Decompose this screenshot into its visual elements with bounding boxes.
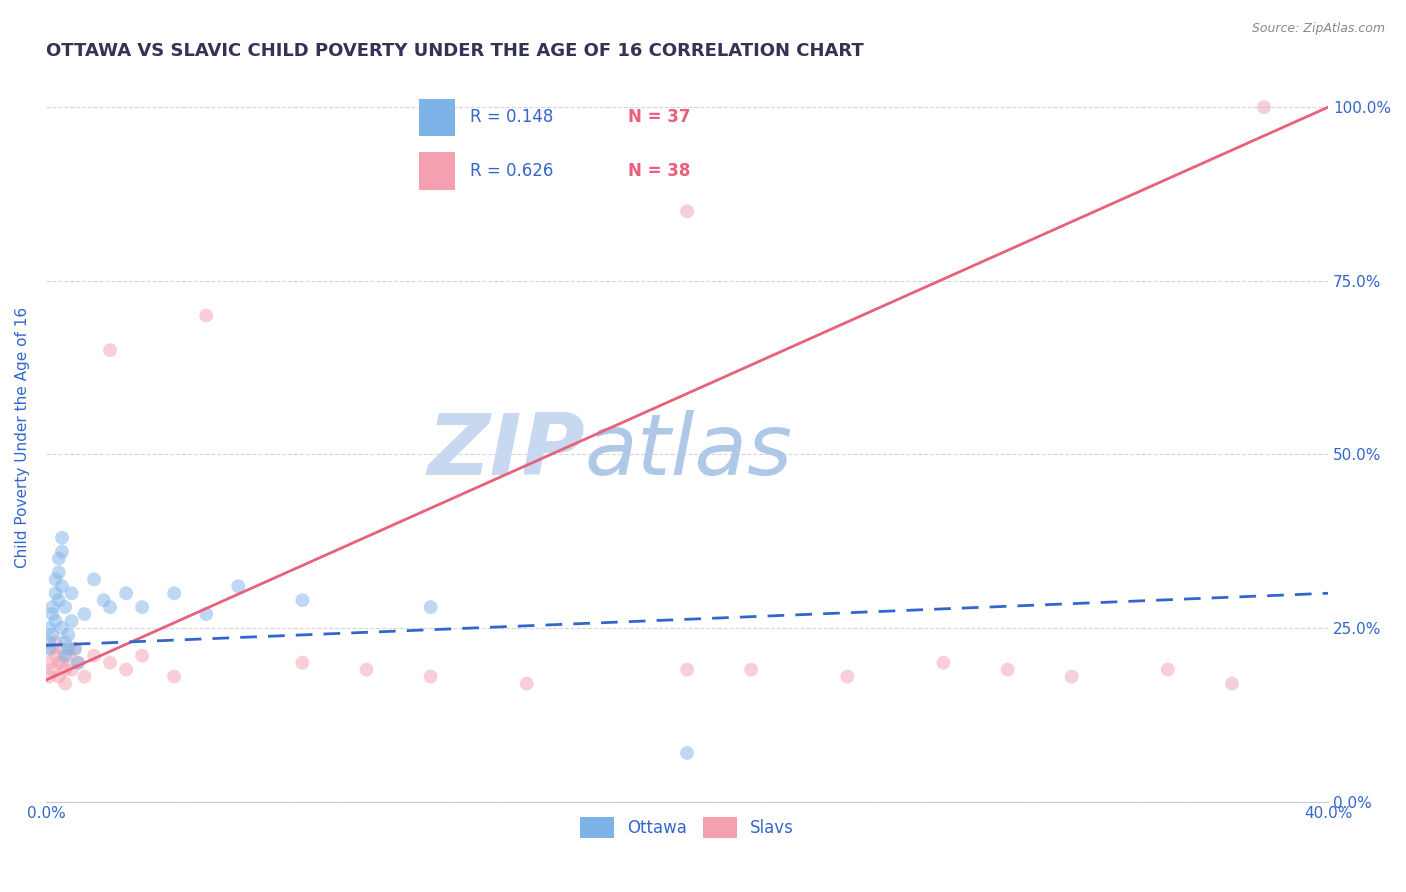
Point bbox=[48, 551, 70, 566]
Y-axis label: Child Poverty Under the Age of 16: Child Poverty Under the Age of 16 bbox=[15, 307, 30, 567]
Point bbox=[419, 669, 441, 683]
Point bbox=[163, 669, 186, 683]
Point bbox=[41, 628, 63, 642]
Point bbox=[837, 669, 859, 683]
Point bbox=[676, 746, 699, 760]
Point bbox=[60, 663, 83, 677]
Point bbox=[1060, 669, 1083, 683]
Point bbox=[676, 663, 699, 677]
Point bbox=[676, 204, 699, 219]
Point bbox=[48, 656, 70, 670]
Point bbox=[41, 607, 63, 621]
Point bbox=[38, 621, 60, 635]
Point bbox=[51, 531, 73, 545]
Point bbox=[1157, 663, 1180, 677]
Point bbox=[53, 648, 76, 663]
Point bbox=[932, 656, 955, 670]
Point bbox=[98, 343, 121, 358]
Point bbox=[291, 656, 314, 670]
Point bbox=[45, 614, 67, 628]
Point bbox=[51, 656, 73, 670]
Point bbox=[38, 669, 60, 683]
Point bbox=[1253, 100, 1275, 114]
Point bbox=[58, 628, 80, 642]
Point bbox=[38, 656, 60, 670]
Point bbox=[516, 676, 538, 690]
Point bbox=[45, 635, 67, 649]
Point bbox=[41, 600, 63, 615]
Point bbox=[83, 648, 105, 663]
Point bbox=[66, 656, 89, 670]
Point bbox=[997, 663, 1019, 677]
Point bbox=[48, 593, 70, 607]
Point bbox=[41, 663, 63, 677]
Point bbox=[83, 573, 105, 587]
Point bbox=[419, 600, 441, 615]
Point bbox=[163, 586, 186, 600]
Point bbox=[115, 586, 138, 600]
Point bbox=[48, 669, 70, 683]
Point bbox=[53, 663, 76, 677]
Point bbox=[115, 663, 138, 677]
Point bbox=[131, 648, 153, 663]
Text: atlas: atlas bbox=[585, 410, 793, 493]
Point bbox=[51, 544, 73, 558]
Point bbox=[63, 641, 86, 656]
Point bbox=[195, 607, 218, 621]
Point bbox=[356, 663, 378, 677]
Point bbox=[45, 573, 67, 587]
Point bbox=[98, 656, 121, 670]
Point bbox=[51, 641, 73, 656]
Point bbox=[1220, 676, 1243, 690]
Point bbox=[66, 656, 89, 670]
Point bbox=[93, 593, 115, 607]
Point bbox=[53, 676, 76, 690]
Legend: Ottawa, Slavs: Ottawa, Slavs bbox=[574, 811, 800, 845]
Point bbox=[53, 635, 76, 649]
Text: Source: ZipAtlas.com: Source: ZipAtlas.com bbox=[1251, 22, 1385, 36]
Point bbox=[51, 621, 73, 635]
Point bbox=[73, 607, 96, 621]
Point bbox=[291, 593, 314, 607]
Point bbox=[131, 600, 153, 615]
Point bbox=[38, 641, 60, 656]
Point bbox=[58, 641, 80, 656]
Point bbox=[63, 641, 86, 656]
Point bbox=[51, 579, 73, 593]
Point bbox=[740, 663, 762, 677]
Point bbox=[53, 600, 76, 615]
Point bbox=[45, 586, 67, 600]
Point bbox=[38, 635, 60, 649]
Point bbox=[226, 579, 249, 593]
Point bbox=[98, 600, 121, 615]
Point bbox=[73, 669, 96, 683]
Point bbox=[195, 309, 218, 323]
Point bbox=[60, 614, 83, 628]
Point bbox=[48, 566, 70, 580]
Point bbox=[45, 648, 67, 663]
Point bbox=[41, 641, 63, 656]
Point bbox=[60, 586, 83, 600]
Text: OTTAWA VS SLAVIC CHILD POVERTY UNDER THE AGE OF 16 CORRELATION CHART: OTTAWA VS SLAVIC CHILD POVERTY UNDER THE… bbox=[46, 42, 863, 60]
Point bbox=[58, 648, 80, 663]
Text: ZIP: ZIP bbox=[427, 410, 585, 493]
